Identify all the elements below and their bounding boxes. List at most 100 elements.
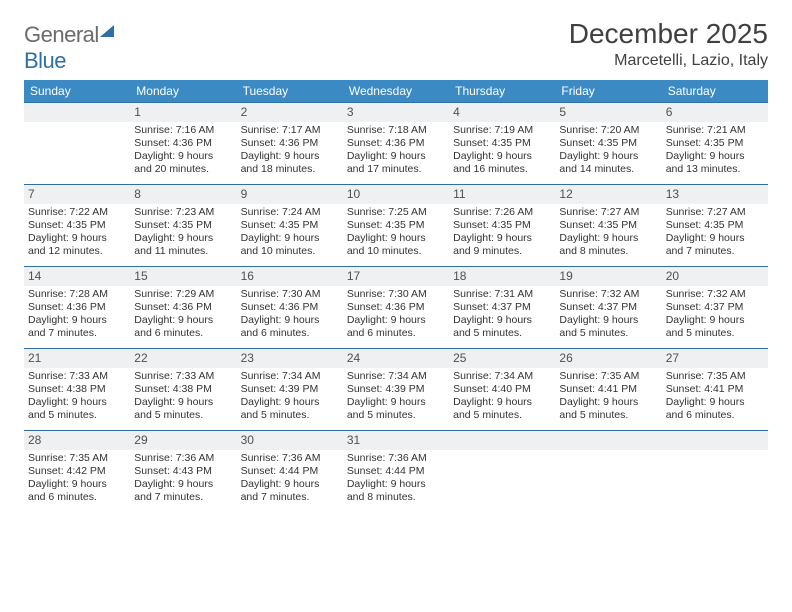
dow-header: Friday <box>555 80 661 102</box>
calendar-cell: 27Sunrise: 7:35 AMSunset: 4:41 PMDayligh… <box>662 348 768 430</box>
calendar-cell: 21Sunrise: 7:33 AMSunset: 4:38 PMDayligh… <box>24 348 130 430</box>
sunset-text: Sunset: 4:36 PM <box>241 137 339 150</box>
calendar-cell: 31Sunrise: 7:36 AMSunset: 4:44 PMDayligh… <box>343 430 449 512</box>
calendar-week: 7Sunrise: 7:22 AMSunset: 4:35 PMDaylight… <box>24 184 768 266</box>
cell-body: Sunrise: 7:36 AMSunset: 4:44 PMDaylight:… <box>237 450 343 511</box>
sunset-text: Sunset: 4:37 PM <box>666 301 764 314</box>
daylight-text: Daylight: 9 hours and 6 minutes. <box>347 314 445 340</box>
day-number: 16 <box>237 266 343 286</box>
calendar-week: 14Sunrise: 7:28 AMSunset: 4:36 PMDayligh… <box>24 266 768 348</box>
day-number: . <box>555 430 661 450</box>
daylight-text: Daylight: 9 hours and 5 minutes. <box>28 396 126 422</box>
cell-body: Sunrise: 7:35 AMSunset: 4:42 PMDaylight:… <box>24 450 130 511</box>
cell-body <box>449 450 555 458</box>
sunrise-text: Sunrise: 7:30 AM <box>241 288 339 301</box>
daylight-text: Daylight: 9 hours and 5 minutes. <box>453 314 551 340</box>
sunset-text: Sunset: 4:35 PM <box>28 219 126 232</box>
day-number: 14 <box>24 266 130 286</box>
calendar-cell: 13Sunrise: 7:27 AMSunset: 4:35 PMDayligh… <box>662 184 768 266</box>
cell-body: Sunrise: 7:27 AMSunset: 4:35 PMDaylight:… <box>662 204 768 265</box>
sunset-text: Sunset: 4:36 PM <box>241 301 339 314</box>
calendar-cell: 29Sunrise: 7:36 AMSunset: 4:43 PMDayligh… <box>130 430 236 512</box>
calendar-cell: 20Sunrise: 7:32 AMSunset: 4:37 PMDayligh… <box>662 266 768 348</box>
daylight-text: Daylight: 9 hours and 5 minutes. <box>666 314 764 340</box>
sunrise-text: Sunrise: 7:29 AM <box>134 288 232 301</box>
cell-body: Sunrise: 7:36 AMSunset: 4:44 PMDaylight:… <box>343 450 449 511</box>
day-number: 9 <box>237 184 343 204</box>
sunrise-text: Sunrise: 7:35 AM <box>28 452 126 465</box>
dow-row: SundayMondayTuesdayWednesdayThursdayFrid… <box>24 80 768 102</box>
sunrise-text: Sunrise: 7:34 AM <box>241 370 339 383</box>
sunrise-text: Sunrise: 7:30 AM <box>347 288 445 301</box>
day-number: 4 <box>449 102 555 122</box>
sunrise-text: Sunrise: 7:23 AM <box>134 206 232 219</box>
daylight-text: Daylight: 9 hours and 8 minutes. <box>347 478 445 504</box>
daylight-text: Daylight: 9 hours and 13 minutes. <box>666 150 764 176</box>
day-number: 27 <box>662 348 768 368</box>
location-label: Marcetelli, Lazio, Italy <box>569 52 768 70</box>
sunset-text: Sunset: 4:37 PM <box>559 301 657 314</box>
day-number: 20 <box>662 266 768 286</box>
calendar-cell: 6Sunrise: 7:21 AMSunset: 4:35 PMDaylight… <box>662 102 768 184</box>
calendar-cell: 25Sunrise: 7:34 AMSunset: 4:40 PMDayligh… <box>449 348 555 430</box>
sunset-text: Sunset: 4:39 PM <box>347 383 445 396</box>
logo-word1: General <box>24 22 99 47</box>
sunset-text: Sunset: 4:38 PM <box>28 383 126 396</box>
calendar-cell: 11Sunrise: 7:26 AMSunset: 4:35 PMDayligh… <box>449 184 555 266</box>
cell-body: Sunrise: 7:35 AMSunset: 4:41 PMDaylight:… <box>662 368 768 429</box>
sunrise-text: Sunrise: 7:19 AM <box>453 124 551 137</box>
calendar-cell: 4Sunrise: 7:19 AMSunset: 4:35 PMDaylight… <box>449 102 555 184</box>
day-number: 21 <box>24 348 130 368</box>
cell-body: Sunrise: 7:34 AMSunset: 4:40 PMDaylight:… <box>449 368 555 429</box>
dow-header: Wednesday <box>343 80 449 102</box>
day-number: 8 <box>130 184 236 204</box>
day-number: . <box>662 430 768 450</box>
sunset-text: Sunset: 4:38 PM <box>134 383 232 396</box>
sunset-text: Sunset: 4:40 PM <box>453 383 551 396</box>
daylight-text: Daylight: 9 hours and 10 minutes. <box>241 232 339 258</box>
calendar-week: .1Sunrise: 7:16 AMSunset: 4:36 PMDayligh… <box>24 102 768 184</box>
daylight-text: Daylight: 9 hours and 20 minutes. <box>134 150 232 176</box>
sunrise-text: Sunrise: 7:24 AM <box>241 206 339 219</box>
cell-body: Sunrise: 7:30 AMSunset: 4:36 PMDaylight:… <box>343 286 449 347</box>
cell-body <box>24 122 130 130</box>
calendar-cell: 22Sunrise: 7:33 AMSunset: 4:38 PMDayligh… <box>130 348 236 430</box>
day-number: 5 <box>555 102 661 122</box>
calendar-cell: . <box>24 102 130 184</box>
daylight-text: Daylight: 9 hours and 5 minutes. <box>241 396 339 422</box>
day-number: 12 <box>555 184 661 204</box>
day-number: 31 <box>343 430 449 450</box>
sunset-text: Sunset: 4:35 PM <box>347 219 445 232</box>
sunset-text: Sunset: 4:35 PM <box>453 219 551 232</box>
sunrise-text: Sunrise: 7:36 AM <box>347 452 445 465</box>
day-number: . <box>24 102 130 122</box>
calendar-cell: 1Sunrise: 7:16 AMSunset: 4:36 PMDaylight… <box>130 102 236 184</box>
sunset-text: Sunset: 4:36 PM <box>134 137 232 150</box>
cell-body: Sunrise: 7:24 AMSunset: 4:35 PMDaylight:… <box>237 204 343 265</box>
calendar-cell: 17Sunrise: 7:30 AMSunset: 4:36 PMDayligh… <box>343 266 449 348</box>
daylight-text: Daylight: 9 hours and 7 minutes. <box>241 478 339 504</box>
day-number: 24 <box>343 348 449 368</box>
calendar-cell: 24Sunrise: 7:34 AMSunset: 4:39 PMDayligh… <box>343 348 449 430</box>
calendar-cell: 8Sunrise: 7:23 AMSunset: 4:35 PMDaylight… <box>130 184 236 266</box>
sunrise-text: Sunrise: 7:36 AM <box>134 452 232 465</box>
sunset-text: Sunset: 4:41 PM <box>666 383 764 396</box>
daylight-text: Daylight: 9 hours and 7 minutes. <box>134 478 232 504</box>
daylight-text: Daylight: 9 hours and 6 minutes. <box>241 314 339 340</box>
calendar-cell: 23Sunrise: 7:34 AMSunset: 4:39 PMDayligh… <box>237 348 343 430</box>
dow-header: Saturday <box>662 80 768 102</box>
sunrise-text: Sunrise: 7:21 AM <box>666 124 764 137</box>
calendar-cell: 12Sunrise: 7:27 AMSunset: 4:35 PMDayligh… <box>555 184 661 266</box>
cell-body: Sunrise: 7:35 AMSunset: 4:41 PMDaylight:… <box>555 368 661 429</box>
day-number: 26 <box>555 348 661 368</box>
sunset-text: Sunset: 4:35 PM <box>666 219 764 232</box>
sunrise-text: Sunrise: 7:27 AM <box>666 206 764 219</box>
calendar-cell: 18Sunrise: 7:31 AMSunset: 4:37 PMDayligh… <box>449 266 555 348</box>
daylight-text: Daylight: 9 hours and 16 minutes. <box>453 150 551 176</box>
logo-text: General Blue <box>24 22 114 74</box>
sunrise-text: Sunrise: 7:18 AM <box>347 124 445 137</box>
cell-body: Sunrise: 7:31 AMSunset: 4:37 PMDaylight:… <box>449 286 555 347</box>
cell-body: Sunrise: 7:17 AMSunset: 4:36 PMDaylight:… <box>237 122 343 183</box>
sunrise-text: Sunrise: 7:35 AM <box>666 370 764 383</box>
daylight-text: Daylight: 9 hours and 18 minutes. <box>241 150 339 176</box>
